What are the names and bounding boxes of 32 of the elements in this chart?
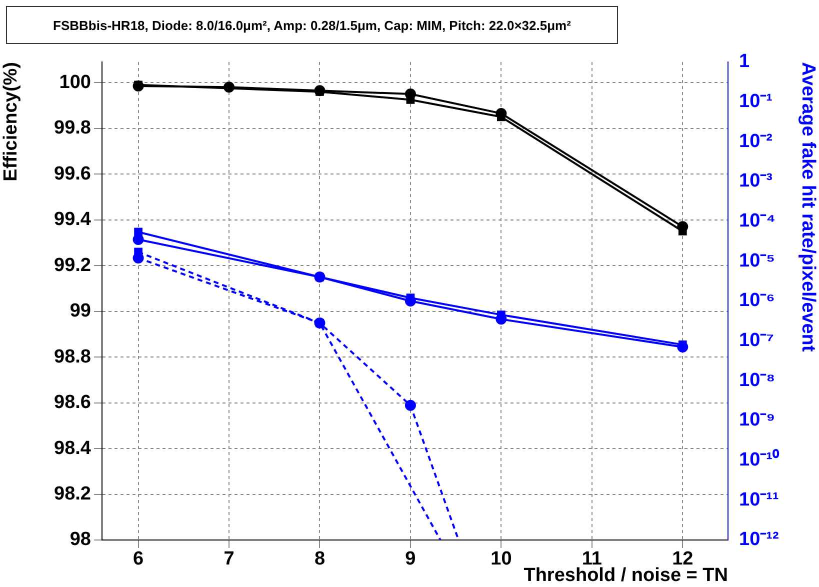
y-tick-label: 100 (59, 72, 91, 93)
y-tick-label: 98.8 (54, 346, 91, 368)
y-tick-label: 99.4 (54, 209, 92, 230)
y-axis-title: Efficiency(%) (0, 62, 22, 182)
y2-axis-title: Average fake hit rate/pixel/event (797, 62, 818, 352)
y-tick-label: 98 (70, 529, 91, 550)
y2-tick-label: 10⁻² (739, 130, 772, 152)
y-tick-label: 99.6 (54, 163, 91, 184)
x-tick-label: 7 (224, 548, 234, 570)
y2-tick-label: 10⁻⁹ (739, 410, 776, 431)
y2-tick-label: 10⁻¹² (739, 529, 779, 550)
y2-tick-label: 10⁻⁶ (739, 290, 775, 312)
y2-tick-label: 10⁻⁴ (739, 210, 776, 232)
y2-tick-label: 10⁻³ (739, 170, 772, 192)
y-tick-label: 98.4 (54, 438, 92, 459)
y2-tick-label: 10⁻⁷ (739, 330, 774, 352)
x-tick-label: 10 (490, 548, 512, 570)
y2-tick-label: 10⁻¹¹ (739, 489, 779, 510)
y2-tick-label: 10⁻⁸ (739, 370, 776, 391)
y-tick-label: 99.8 (54, 118, 91, 139)
y-tick-label: 99.2 (54, 254, 91, 276)
x-tick-label: 8 (314, 548, 326, 570)
y-tick-label: 99 (70, 300, 91, 322)
x-tick-label: 6 (133, 548, 144, 570)
y2-tick-label: 10⁻¹⁰ (739, 448, 780, 471)
y-tick-label: 98.2 (54, 483, 91, 504)
y2-tick-label: 10⁻⁵ (739, 250, 776, 272)
chart-title: FSBBbis-HR18, Diode: 8.0/16.0μm², Amp: 0.28/1.5μm, Cap: MIM, Pitch: 22.0×32.5μm² (6, 6, 618, 44)
y2-tick-label: 1 (739, 51, 750, 72)
y2-tick-label: 10⁻¹ (739, 91, 772, 112)
x-tick-label: 9 (405, 548, 416, 570)
y-tick-label: 98.6 (54, 392, 91, 414)
